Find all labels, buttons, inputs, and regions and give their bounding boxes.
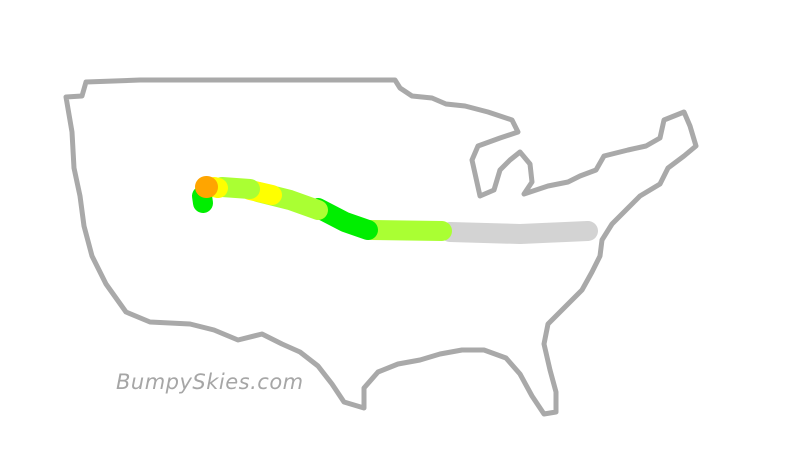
route-segment-unknown <box>440 221 598 244</box>
us-outline <box>63 77 699 417</box>
route-segment-light <box>360 220 452 241</box>
flight-route <box>192 176 598 244</box>
watermark-text: BumpySkies.com <box>116 370 304 394</box>
